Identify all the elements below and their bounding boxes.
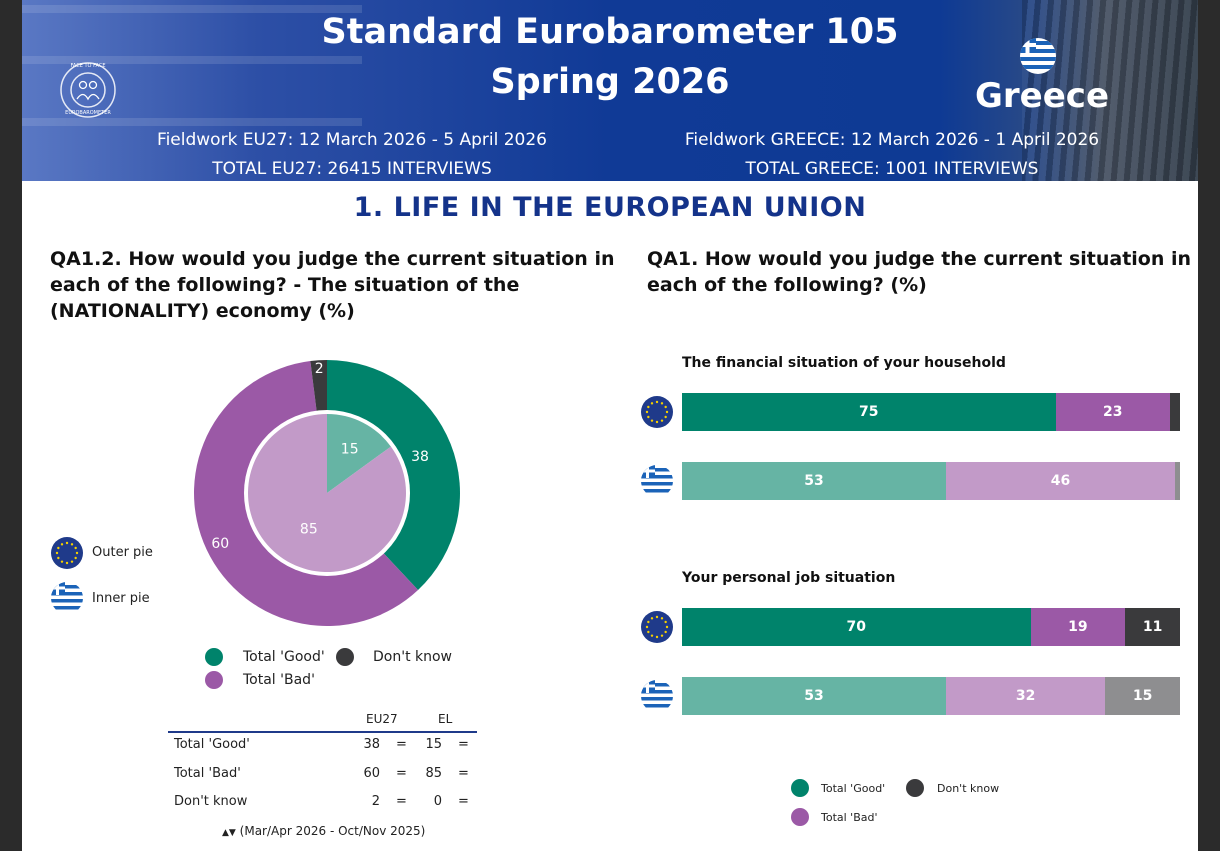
question-right: QA1. How would you judge the current sit…: [647, 246, 1191, 298]
table-cell-el: 15: [425, 737, 442, 752]
fieldwork-country: Fieldwork GREECE: 12 March 2026 - 1 Apri…: [684, 130, 1100, 150]
greece-flag-icon: [641, 680, 673, 712]
trend-arrows-icon: ▲▼: [222, 828, 236, 838]
table-cell-el: 85: [425, 765, 442, 781]
table-row-label: Total 'Good': [174, 737, 250, 752]
bar-segment-dk: 11: [1125, 608, 1180, 646]
bar-group-title: The financial situation of your househol…: [682, 355, 1006, 371]
legend-good-swatch: [205, 648, 223, 666]
legend-right-bad-label: Total 'Bad': [821, 811, 878, 824]
table-cell-eu27: 60: [363, 765, 380, 781]
question-right-line-2: each of the following? (%): [647, 274, 927, 296]
table-cell-eu27-trend: =: [396, 765, 407, 781]
crowd-photo: [1022, 0, 1198, 181]
bar-segment-bad: 23: [1055, 393, 1171, 431]
total-country: TOTAL GREECE: 1001 INTERVIEWS: [745, 159, 1039, 179]
inner-slice-bad: [248, 414, 406, 572]
legend-dk-swatch: [336, 648, 354, 666]
question-left: QA1.2. How would you judge the current s…: [50, 246, 614, 324]
greece-flag-icon: [1020, 38, 1056, 74]
bar-group-title: Your personal job situation: [682, 570, 896, 586]
eu-flag-icon: [641, 396, 673, 428]
bar-segment-good: 75: [682, 393, 1056, 431]
table-row-label: Total 'Bad': [174, 765, 241, 781]
table-cell-eu27-trend: =: [396, 737, 407, 752]
header-banner: FACE TO FACE EUROBAROMETER Standard Euro…: [22, 0, 1198, 181]
table-cell-eu27: 2: [371, 794, 380, 809]
fieldwork-eu: Fieldwork EU27: 12 March 2026 - 5 April …: [157, 130, 547, 150]
footnote-text: (Mar/Apr 2026 - Oct/Nov 2025): [239, 824, 426, 838]
stacked-bar-el: 53 32 15: [682, 677, 1180, 715]
question-right-line-1: QA1. How would you judge the current sit…: [647, 248, 1192, 270]
banner-subtitle: Spring 2026: [490, 62, 730, 102]
legend-right-dk-label: Don't know: [937, 782, 1000, 795]
factsheet-page: FACE TO FACE EUROBAROMETER Standard Euro…: [22, 0, 1198, 851]
bar-segment-dk: [1175, 462, 1180, 500]
inner-pie-label: Inner pie: [92, 591, 150, 606]
bar-segment-dk: 15: [1105, 677, 1180, 715]
bar-segment-bad: 46: [945, 462, 1176, 500]
nested-donut-chart: 38 60 2 15 85: [194, 360, 461, 626]
section-title: 1. LIFE IN THE EUROPEAN UNION: [353, 192, 867, 223]
bar-segment-good: 53: [682, 462, 946, 500]
country-name: Greece: [975, 76, 1110, 116]
bar-segment-bad: 19: [1030, 608, 1126, 646]
eu-flag-icon: [641, 611, 673, 643]
question-left-line-3: (NATIONALITY) economy (%): [50, 300, 355, 322]
eurobarometer-logo: [60, 62, 116, 118]
legend-right-good-label: Total 'Good': [821, 782, 886, 795]
bar-segment-good: 53: [682, 677, 946, 715]
bar-segment-dk: [1170, 393, 1180, 431]
banner-title: Standard Eurobarometer 105: [321, 12, 899, 52]
stacked-bar-eu27: 70 19 11: [682, 608, 1180, 646]
inner-slice-good: [327, 414, 391, 493]
outer-pie-label: Outer pie: [92, 545, 153, 560]
legend-right-good-swatch: [791, 779, 809, 797]
stacked-bar-el: 53 46: [682, 462, 1180, 500]
eu-flag-icon: [51, 537, 83, 569]
table-cell-el-trend: =: [458, 765, 469, 781]
question-left-line-2: each of the following? - The situation o…: [50, 274, 520, 296]
table-cell-el-trend: =: [458, 737, 469, 752]
outer-label-bad: 60: [211, 536, 229, 552]
legend-right-bad-swatch: [791, 808, 809, 826]
inner-label-good: 15: [341, 441, 359, 457]
legend-bad-swatch: [205, 671, 223, 689]
table-row-label: Don't know: [174, 794, 248, 809]
legend-good-label: Total 'Good': [243, 649, 325, 665]
inner-label-bad: 85: [300, 522, 318, 538]
logo-text-top: FACE TO FACE: [70, 63, 106, 69]
legend-bad-label: Total 'Bad': [243, 672, 315, 688]
greece-flag-icon: [51, 582, 83, 614]
question-left-line-1: QA1.2. How would you judge the current s…: [50, 248, 615, 270]
total-eu: TOTAL EU27: 26415 INTERVIEWS: [212, 159, 492, 179]
outer-label-dk: 2: [315, 361, 324, 377]
table-cell-eu27: 38: [363, 737, 380, 752]
bar-segment-good: 70: [682, 608, 1031, 646]
table-cell-el-trend: =: [458, 794, 469, 809]
legend-right-dk-swatch: [906, 779, 924, 797]
col-eu27: EU27: [366, 712, 398, 726]
stacked-bar-eu27: 75 23: [682, 393, 1180, 431]
table-cell-el: 0: [433, 794, 442, 809]
logo-text-bottom: EUROBAROMETER: [65, 110, 111, 116]
outer-label-good: 38: [411, 449, 429, 465]
col-el: EL: [438, 712, 453, 726]
table-cell-eu27-trend: =: [396, 794, 407, 809]
table-header: EU27 EL: [168, 712, 477, 733]
table-footnote: ▲▼ (Mar/Apr 2026 - Oct/Nov 2025): [222, 824, 425, 838]
legend-dk-label: Don't know: [373, 649, 453, 665]
greece-flag-icon: [641, 465, 673, 497]
bar-segment-bad: 32: [945, 677, 1106, 715]
